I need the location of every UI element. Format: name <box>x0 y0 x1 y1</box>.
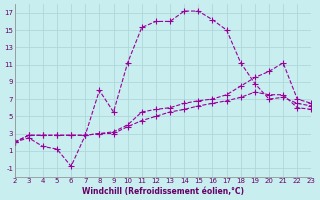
X-axis label: Windchill (Refroidissement éolien,°C): Windchill (Refroidissement éolien,°C) <box>82 187 244 196</box>
